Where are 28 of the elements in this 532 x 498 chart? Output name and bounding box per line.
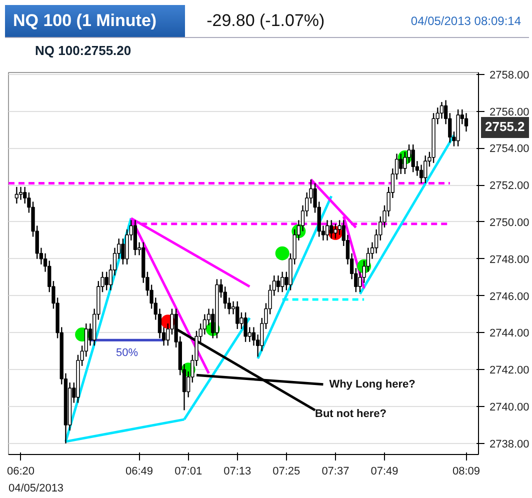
chart-title: NQ 100 (1 Minute)	[5, 5, 185, 38]
x-tick-label: 07:25	[272, 466, 300, 478]
y-tick-label: 2752.00	[490, 180, 530, 192]
x-tick-label: 06:20	[6, 466, 35, 478]
x-tick-label: 07:49	[370, 466, 398, 478]
y-tick-label: 2744.00	[490, 328, 530, 340]
annotation: But not here?	[315, 408, 387, 420]
y-tick-label: 2740.00	[490, 402, 530, 414]
x-tick-label: 07:37	[322, 466, 350, 478]
y-tick-label: 2758.00	[490, 69, 530, 82]
y-tick-label: 2738.00	[490, 438, 530, 450]
y-tick-label: 2742.00	[490, 364, 530, 377]
x-tick-label: 07:01	[174, 466, 202, 478]
text: 04/05/2013 08:09:14	[410, 12, 521, 30]
y-tick-label: 2754.00	[490, 143, 530, 156]
y-tick-label: 2746.00	[490, 290, 530, 303]
x-tick-label: 06:49	[126, 466, 154, 478]
text: 04/05/2013	[8, 482, 64, 494]
annotation: 50%	[116, 347, 138, 360]
x-tick-label: 07:13	[224, 466, 252, 478]
y-tick-label: 2756.00	[490, 106, 530, 118]
x-tick-label: 08:09	[452, 466, 480, 478]
y-tick-label: 2748.00	[490, 254, 530, 266]
annotation: 2755.2	[481, 117, 529, 138]
annotation: Why Long here?	[329, 378, 416, 390]
text: -29.80 (-1.07%)	[206, 10, 325, 32]
y-tick-label: 2750.00	[490, 216, 530, 229]
chart-subtitle: NQ 100:2755.20	[35, 42, 132, 60]
